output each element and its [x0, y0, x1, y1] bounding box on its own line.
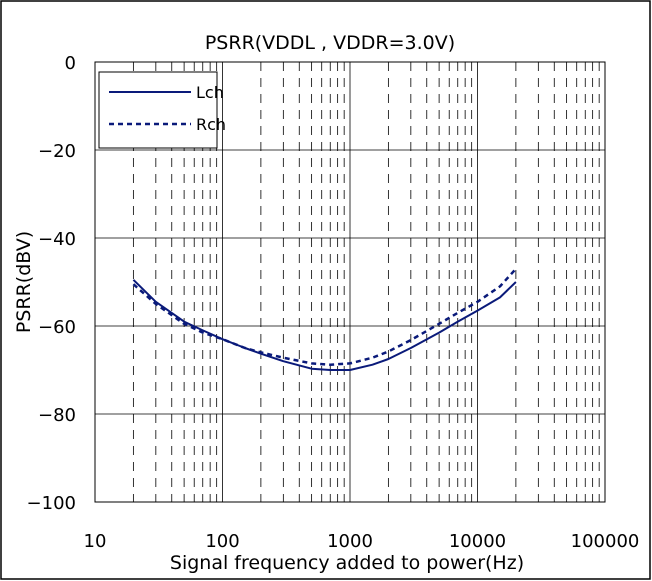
y-tick-label: −20	[38, 141, 76, 162]
chart-title: PSRR(VDDL , VDDR=3.0V)	[205, 32, 455, 54]
y-tick-label: −100	[27, 493, 76, 514]
x-tick-label: 1000	[327, 531, 373, 552]
tick-labels: 10 100 1000 10000 100000 0 −20 −40 −60 −80 −100	[27, 53, 640, 552]
legend-box	[98, 71, 218, 149]
legend: Lch Rch	[98, 71, 226, 149]
y-tick-label: 0	[65, 53, 76, 74]
series-line-rch	[132, 267, 517, 366]
plot-area-border	[94, 61, 606, 503]
grid	[95, 62, 605, 502]
y-tick-label: −40	[38, 229, 76, 250]
legend-label-rch: Rch	[196, 115, 226, 134]
y-axis-label: PSRR(dBV)	[13, 231, 35, 333]
y-tick-label: −60	[38, 317, 76, 338]
legend-label-lch: Lch	[196, 83, 224, 102]
series-line-lch	[132, 279, 517, 371]
x-tick-label: 10	[84, 531, 107, 552]
x-tick-label: 100000	[571, 531, 640, 552]
x-tick-label: 100	[205, 531, 239, 552]
series-layer	[132, 267, 517, 371]
y-tick-label: −80	[38, 405, 76, 426]
x-axis-label: Signal frequency added to power(Hz)	[170, 552, 524, 574]
x-tick-label: 10000	[449, 531, 506, 552]
